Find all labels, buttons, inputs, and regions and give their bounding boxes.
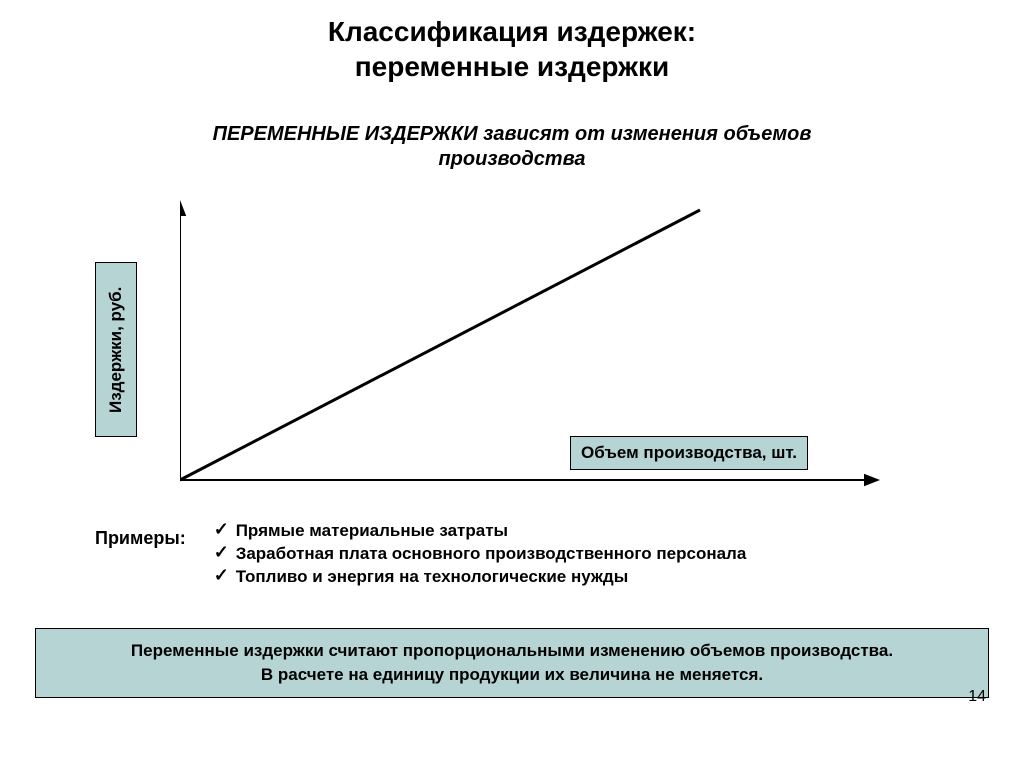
example-item: Топливо и энергия на технологические нуж…: [214, 566, 747, 589]
example-item: Прямые материальные затраты: [214, 520, 747, 543]
footer-line2: В расчете на единицу продукции их величи…: [48, 663, 976, 687]
y-axis-label: Издержки, руб.: [95, 262, 137, 437]
title-line2: переменные издержки: [0, 49, 1024, 84]
footer-note: Переменные издержки считают пропорционал…: [35, 628, 989, 698]
subtitle-line2: производства: [0, 147, 1024, 172]
variable-cost-chart: [180, 200, 900, 490]
examples-list: Прямые материальные затратыЗаработная пл…: [214, 520, 747, 589]
example-item: Заработная плата основного производствен…: [214, 543, 747, 566]
page-number: 14: [968, 688, 986, 706]
slide-title: Классификация издержек: переменные издер…: [0, 0, 1024, 84]
y-axis-label-text: Издержки, руб.: [106, 286, 126, 412]
subtitle-line1: ПЕРЕМЕННЫЕ ИЗДЕРЖКИ зависят от изменения…: [0, 122, 1024, 147]
chart-svg: [180, 200, 900, 490]
examples-label: Примеры:: [95, 520, 186, 549]
title-line1: Классификация издержек:: [0, 14, 1024, 49]
footer-line1: Переменные издержки считают пропорционал…: [48, 639, 976, 663]
examples-section: Примеры: Прямые материальные затратыЗара…: [95, 520, 746, 589]
slide-subtitle: ПЕРЕМЕННЫЕ ИЗДЕРЖКИ зависят от изменения…: [0, 122, 1024, 172]
